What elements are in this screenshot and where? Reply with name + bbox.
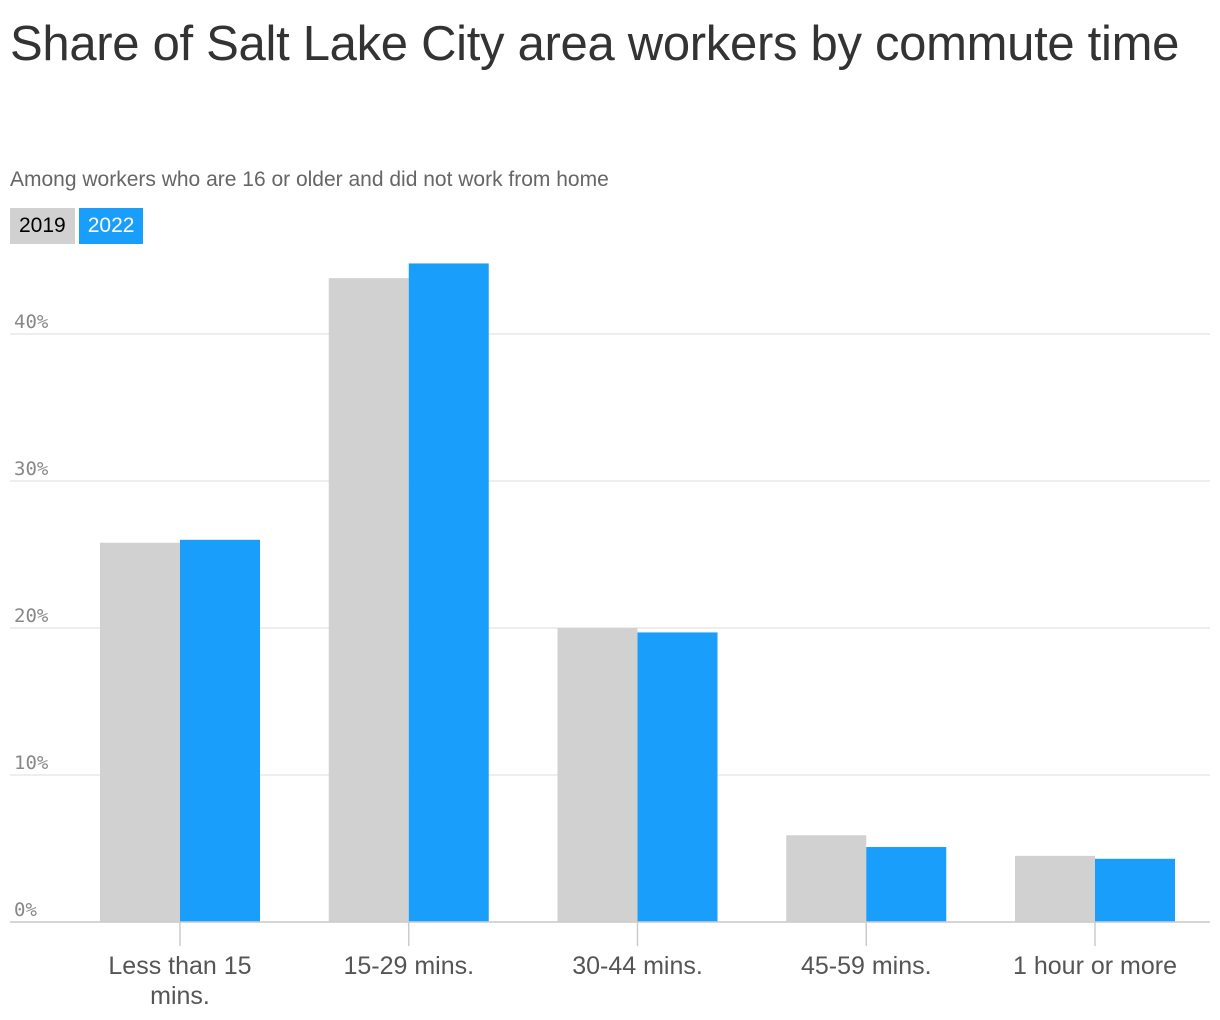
bar-2022-4[interactable] bbox=[1095, 858, 1175, 922]
y-tick-label: 40% bbox=[14, 311, 49, 333]
x-axis bbox=[10, 921, 1210, 946]
bar-2022-2[interactable] bbox=[637, 632, 718, 922]
y-tick-label: 0% bbox=[14, 899, 37, 921]
bar-2022-1[interactable] bbox=[408, 263, 489, 922]
bars bbox=[100, 263, 1175, 922]
x-category-label: Less than 15 bbox=[108, 952, 251, 980]
bar-2022-3[interactable] bbox=[866, 847, 947, 922]
legend-item-2022[interactable]: 2022 bbox=[78, 208, 144, 244]
chart-title: Share of Salt Lake City area workers by … bbox=[10, 17, 1180, 71]
bar-2019-0[interactable] bbox=[100, 542, 180, 922]
x-category-label: 15-29 mins. bbox=[343, 952, 474, 980]
legend: 2019 2022 bbox=[10, 208, 144, 244]
y-tick-label: 20% bbox=[14, 605, 49, 627]
x-category-label: 1 hour or more bbox=[1013, 952, 1177, 980]
x-category-label: 45-59 mins. bbox=[801, 952, 932, 980]
bar-2019-2[interactable] bbox=[557, 628, 638, 922]
bar-2022-0[interactable] bbox=[180, 539, 260, 922]
bar-2019-3[interactable] bbox=[786, 835, 867, 922]
y-tick-label: 10% bbox=[14, 752, 49, 774]
y-tick-label: 30% bbox=[14, 458, 49, 480]
legend-item-2019[interactable]: 2019 bbox=[10, 208, 75, 244]
x-category-label: mins. bbox=[150, 982, 210, 1010]
x-category-label: 30-44 mins. bbox=[572, 952, 703, 980]
chart-subtitle: Among workers who are 16 or older and di… bbox=[10, 168, 609, 191]
bar-2019-1[interactable] bbox=[328, 278, 409, 922]
bar-2019-4[interactable] bbox=[1015, 855, 1095, 922]
